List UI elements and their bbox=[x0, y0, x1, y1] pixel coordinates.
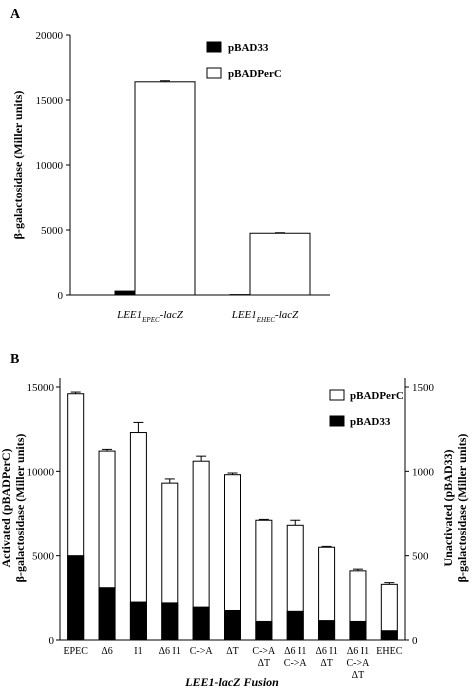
legend-label-pbadperc: pBADPerC bbox=[350, 390, 404, 402]
bar-pbad33 bbox=[67, 555, 85, 641]
x-tick-label: ΔT bbox=[320, 658, 333, 669]
panel-b-left-axis-title: Activated (pBADPerC) β-galactosidase (Mi… bbox=[0, 434, 27, 583]
legend-label-pbad33: pBAD33 bbox=[228, 42, 269, 54]
legend-label-pbadperc: pBADPerC bbox=[228, 68, 282, 80]
panel-a-legend: pBAD33 pBADPerC bbox=[206, 41, 282, 80]
bar-pbad33 bbox=[192, 606, 210, 641]
x-tick-label: ΔT bbox=[352, 670, 365, 681]
bar-pbad33 bbox=[255, 620, 273, 641]
legend-swatch-pbad33 bbox=[329, 415, 345, 427]
left-y-tick-label: 15000 bbox=[27, 382, 55, 394]
bar-pbad33 bbox=[129, 601, 147, 641]
legend-swatch-pbadperc bbox=[329, 389, 345, 401]
y-tick-label: 15000 bbox=[36, 95, 64, 107]
legend-swatch-pbadperc bbox=[206, 67, 222, 79]
x-tick-label: Δ6 I1 bbox=[284, 646, 306, 657]
x-tick-label: Δ6 I1 bbox=[347, 646, 369, 657]
x-tick-label: LEE1EHEC-lacZ bbox=[231, 309, 299, 324]
x-tick-label: ΔT bbox=[226, 646, 239, 657]
right-y-tick-label: 500 bbox=[412, 551, 429, 563]
panel-a: A 0 5000 10000 15000 20000 LEE1EPEC-lacZ LEE1… bbox=[10, 7, 330, 324]
x-tick-label: C->A bbox=[284, 658, 308, 669]
panel-b-left-axis-label-line1: Activated (pBADPerC) bbox=[0, 449, 13, 568]
panel-b-label: B bbox=[10, 352, 19, 367]
y-tick-label: 0 bbox=[58, 290, 64, 302]
y-tick-label: 5000 bbox=[41, 225, 64, 237]
panel-b-left-axis-label-line2: β-galactosidase (Miller units) bbox=[13, 434, 27, 583]
x-tick-label: Δ6 I1 bbox=[159, 646, 181, 657]
panel-a-y-axis-label: β-galactosidase (Miller units) bbox=[11, 91, 25, 240]
left-y-tick-label: 5000 bbox=[32, 551, 55, 563]
x-tick-label: EPEC bbox=[63, 646, 88, 657]
x-tick-label: C->A bbox=[347, 658, 371, 669]
bar-pbad33 bbox=[286, 610, 304, 641]
right-y-tick-label: 1500 bbox=[412, 382, 435, 394]
bar-pbad33 bbox=[318, 620, 336, 641]
y-tick-label: 10000 bbox=[36, 160, 64, 172]
bar-pbad33 bbox=[98, 587, 116, 641]
x-tick-label: LEE1EPEC-lacZ bbox=[116, 309, 184, 324]
right-y-tick-label: 1000 bbox=[412, 466, 435, 478]
bar-pbad33 bbox=[349, 620, 367, 641]
panel-b-legend: pBADPerC pBAD33 bbox=[329, 389, 404, 428]
x-tick-label: Δ6 bbox=[101, 646, 112, 657]
panel-b: B 0 5000 10000 15000 0 500 1000 1500 EPEC Δ6 I1 Δ… bbox=[0, 352, 469, 689]
left-y-tick-label: 0 bbox=[49, 635, 55, 647]
panel-b-right-axis-title: Unactivated (pBAD33) β-galactosidase (Mi… bbox=[441, 434, 469, 583]
y-tick-label: 20000 bbox=[36, 30, 64, 42]
panel-b-right-axis-label-line2: β-galactosidase (Miller units) bbox=[455, 434, 469, 583]
legend-swatch-pbad33 bbox=[206, 41, 222, 53]
panel-b-right-axis-label-line1: Unactivated (pBAD33) bbox=[441, 450, 455, 567]
right-y-tick-label: 0 bbox=[412, 635, 418, 647]
x-tick-label: C->A bbox=[252, 646, 276, 657]
bar-pbad33 bbox=[224, 609, 241, 641]
bar-pbad33 bbox=[161, 602, 179, 641]
panel-b-x-axis-label: LEE1-lacZ Fusion bbox=[184, 675, 279, 689]
left-y-tick-label: 10000 bbox=[27, 466, 55, 478]
x-tick-label: ΔT bbox=[258, 658, 271, 669]
x-tick-label: I1 bbox=[134, 646, 142, 657]
x-tick-label: EHEC bbox=[376, 646, 402, 657]
bar-pbad33 bbox=[380, 630, 398, 641]
x-tick-label: C->A bbox=[190, 646, 214, 657]
x-tick-label: Δ6 I1 bbox=[315, 646, 337, 657]
legend-label-pbad33: pBAD33 bbox=[350, 416, 391, 428]
panel-a-label: A bbox=[10, 7, 21, 22]
bar-pbadperc bbox=[249, 232, 311, 296]
bar-pbadperc bbox=[134, 81, 196, 296]
